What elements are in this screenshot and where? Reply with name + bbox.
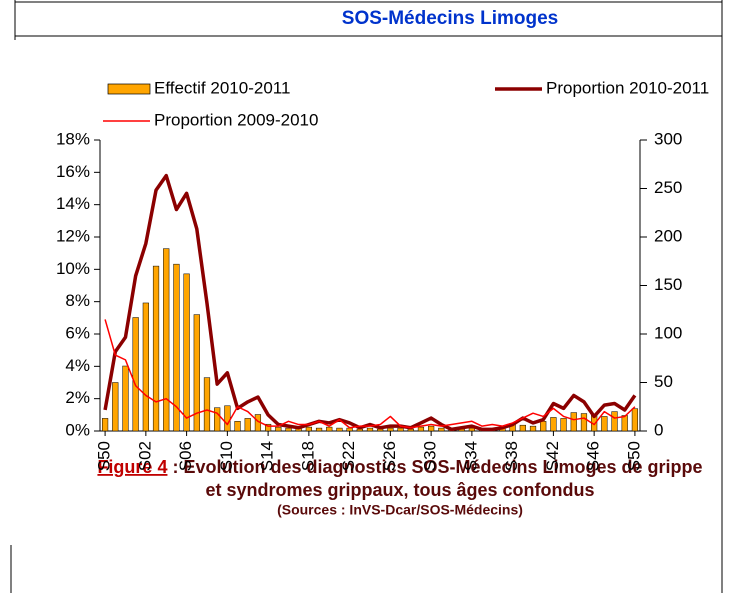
- bar: [550, 417, 557, 432]
- bar: [631, 408, 639, 432]
- y2-tick-label: 250: [654, 178, 682, 197]
- bar: [540, 421, 547, 432]
- bar: [285, 427, 292, 432]
- y2-tick-label: 200: [654, 226, 682, 245]
- caption: Figure 4 : Evolution des diagnostics SOS…: [97, 457, 702, 477]
- bar: [428, 425, 435, 432]
- bar: [132, 317, 139, 432]
- bar: [203, 377, 211, 432]
- bar: [346, 427, 353, 432]
- legend-label: Effectif 2010-2011: [154, 78, 290, 97]
- bar: [193, 314, 200, 432]
- bar: [519, 424, 526, 432]
- bar: [468, 427, 475, 432]
- bar: [570, 412, 577, 432]
- y-tick-label: 14%: [56, 194, 90, 213]
- y2-tick-label: 150: [654, 275, 682, 294]
- bar: [142, 302, 149, 432]
- bar: [101, 418, 109, 432]
- x-tick-label: S50: [624, 441, 643, 471]
- bar: [265, 423, 272, 432]
- x-tick-label: S18: [298, 441, 317, 471]
- y2-tick-label: 300: [654, 129, 682, 148]
- x-tick-label: S38: [502, 441, 521, 471]
- y2-tick-label: 50: [654, 372, 673, 391]
- bar: [601, 416, 608, 432]
- y-tick-label: 4%: [65, 356, 90, 375]
- bar: [122, 365, 129, 432]
- y-tick-label: 0%: [65, 420, 90, 439]
- bar: [580, 413, 588, 432]
- x-tick-label: S26: [380, 441, 399, 471]
- x-tick-label: S50: [95, 441, 114, 471]
- y-tick-label: 18%: [56, 129, 90, 148]
- y-tick-label: 6%: [65, 323, 90, 342]
- bar: [315, 427, 323, 432]
- bar: [397, 427, 404, 432]
- x-tick-label: S10: [217, 441, 236, 471]
- x-tick-label: S34: [461, 441, 480, 471]
- x-tick-label: S42: [543, 441, 562, 471]
- legend-label: Proportion 2010-2011: [546, 78, 709, 97]
- x-tick-label: S22: [339, 441, 358, 471]
- bar: [560, 418, 567, 432]
- bar: [417, 426, 425, 432]
- caption-text: et syndromes grippaux, tous âges confond…: [205, 480, 594, 500]
- bar: [224, 405, 231, 432]
- y-tick-label: 12%: [56, 226, 90, 245]
- bar: [244, 418, 251, 432]
- caption-source: (Sources : InVS-Dcar/SOS-Médecins): [277, 502, 523, 518]
- y-tick-label: 10%: [56, 259, 90, 278]
- bar: [621, 415, 628, 432]
- bar: [611, 411, 618, 432]
- x-tick-label: S06: [176, 441, 195, 471]
- x-tick-label: S02: [135, 441, 154, 471]
- y2-tick-label: 100: [654, 323, 682, 342]
- y-tick-label: 16%: [56, 162, 90, 181]
- legend-label: Proportion 2009-2010: [154, 110, 318, 129]
- bar: [305, 426, 312, 432]
- x-tick-label: S46: [584, 441, 603, 471]
- x-tick-label: S30: [421, 441, 440, 471]
- bar: [183, 273, 190, 432]
- caption-label: Figure 4: [97, 457, 167, 477]
- x-tick-label: S14: [258, 441, 277, 471]
- caption-text: : Evolution des diagnostics SOS-Médecins…: [167, 457, 702, 477]
- bar: [173, 263, 180, 432]
- bar: [234, 421, 241, 432]
- bar: [326, 426, 333, 432]
- y-tick-label: 2%: [65, 388, 90, 407]
- bar: [529, 425, 537, 432]
- bar: [438, 427, 445, 432]
- y-tick-label: 8%: [65, 291, 90, 310]
- header-title: SOS-Médecins Limoges: [342, 8, 558, 29]
- bar: [152, 265, 160, 432]
- legend-swatch: [107, 83, 151, 95]
- bar: [387, 427, 394, 432]
- bar: [214, 407, 221, 432]
- bar: [112, 382, 119, 432]
- bar: [275, 426, 282, 432]
- bar: [366, 427, 374, 432]
- y2-tick-label: 0: [654, 420, 663, 439]
- bar: [336, 427, 343, 432]
- line: [104, 319, 636, 429]
- bar: [163, 248, 170, 432]
